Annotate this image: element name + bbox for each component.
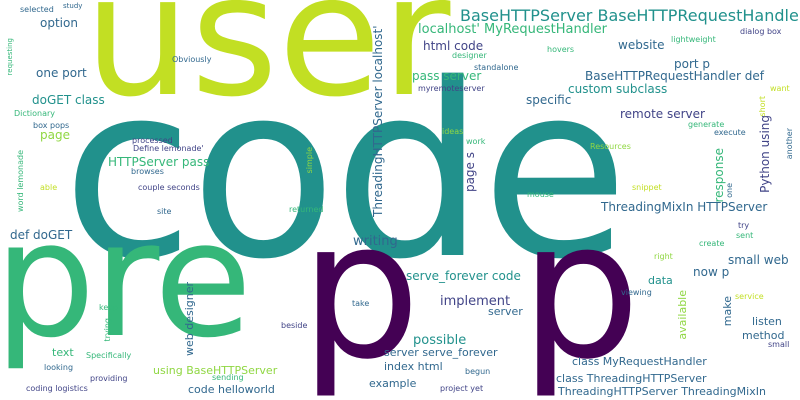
word-custom-subclass: custom subclass [568,82,668,96]
word-page-s: page s [463,152,477,193]
word-using-basehttpserver: using BaseHTTPServer [153,364,278,377]
word-small: small [768,340,790,349]
word-dictionary: Dictionary [14,109,56,118]
word-generate: generate [688,120,725,129]
word-code: code [62,32,629,312]
word-providing: providing [90,374,128,383]
word-right: right [654,252,673,261]
word-coding-logistics: coding logistics [26,384,88,393]
word-requesting: requesting [6,38,14,76]
word-viewing: viewing [621,288,652,297]
word-define-lemonade: Define lemonade' [133,144,204,153]
word-text: text [52,346,74,359]
word-processed: processed [132,136,173,145]
word-word-lemonade: word lemonade [16,150,25,213]
word-standalone: standalone [474,63,519,72]
word-pre: pre [0,186,252,373]
word-writing: writing [353,234,398,249]
word-try: try [738,221,750,230]
word-basehttp-pair: BaseHTTPServer BaseHTTPRequestHandler [460,6,800,25]
word-designer: designer [452,51,487,60]
word-possible: possible [413,333,467,348]
word-index-html: index html [384,360,443,373]
word-able: able [40,183,58,192]
word-lightweight: lightweight [671,35,716,44]
word-service: service [735,292,764,301]
word-browses: browses [131,167,164,176]
word-specific: specific [526,93,572,107]
word-simple: simple [305,147,314,174]
word-resources: Resources [590,142,631,151]
word-threading-localhost: ThreadingHTTPServer localhost' [371,25,385,217]
word-remote-server: remote server [620,107,705,121]
word-threadingmixin-httpserver: ThreadingMixIn HTTPServer [601,200,768,214]
word-base-def: BaseHTTPRequestHandler def [585,69,764,83]
word-implement: implement [440,294,511,309]
word-one-port: one port [36,66,87,80]
word-code-helloworld: code helloworld [188,383,275,396]
word-trying: trying [103,318,112,342]
word-sending: sending [212,373,244,382]
word-server: server [488,305,523,318]
word-couple-seconds: couple seconds [138,183,200,192]
word-serve-forever-code: serve_forever code [406,269,521,283]
word-want: want [770,84,790,93]
word-study: study [63,2,83,10]
word-site: site [157,207,172,216]
word-pass-server: pass server [412,69,482,83]
word-project-yet: project yet [440,384,484,393]
word-p-second: p [520,180,641,400]
word-page: page [40,128,70,142]
word-method: method [742,329,785,342]
word-box-pops: box pops [33,121,70,130]
word-ideas: ideas [442,127,464,136]
word-short: short [758,96,767,117]
word-server-serve-forever: server serve_forever [384,346,498,359]
word-class-threadinghttpserver: class ThreadingHTTPServer [556,372,707,385]
word-response: response [712,148,726,203]
word-take: take [352,299,370,308]
word-user: user [84,0,451,134]
word-data: data [648,274,673,287]
word-looking: looking [44,363,74,372]
word-threading-mixin-full: ThreadingHTTPServer ThreadingMixIn [558,385,766,398]
word-class-myrequesthandler: class MyRequestHandler [572,355,707,368]
word-def-doget: def doGET [10,228,73,242]
word-specifically: Specifically [86,351,132,360]
word-mouse: mouse [527,190,554,199]
word-localhost-myrequest: localhost' MyRequestHandler [418,22,607,37]
word-web-designer: web designer [183,282,196,357]
word-available: available [676,290,689,340]
word-work: work [466,137,486,146]
word-dialog-box: dialog box [740,27,782,36]
word-website: website [618,38,665,52]
word-small-web: small web [728,253,789,267]
word-another: another [785,128,794,160]
word-httpserver-pass: HTTPServer pass [108,155,210,169]
word-make: make [721,296,734,327]
word-now-p: now p [693,265,730,279]
word-sent: sent [736,231,754,240]
word-create: create [699,239,725,248]
word-p-first: p [300,180,421,400]
word-execute: execute [714,128,746,137]
word-one: one [725,183,734,198]
word-snippet: snippet [632,183,662,192]
word-obviously: Obviously [172,55,212,64]
word-listen: listen [752,315,782,328]
word-option: option [40,16,78,30]
word-port-p: port p [674,57,711,71]
word-selected: selected [20,5,54,14]
word-doget-class: doGET class [32,93,105,107]
word-python-using: Python using [758,115,772,193]
word-hovers: hovers [547,45,575,54]
word-html-code: html code [423,39,484,53]
word-myremoteserver: myremoteserver [418,84,485,93]
word-example: example [369,377,417,390]
word-beside: beside [281,321,308,330]
word-returned: returned [289,205,324,214]
word-keep: keep [99,303,119,312]
word-begun: begun [465,367,491,376]
